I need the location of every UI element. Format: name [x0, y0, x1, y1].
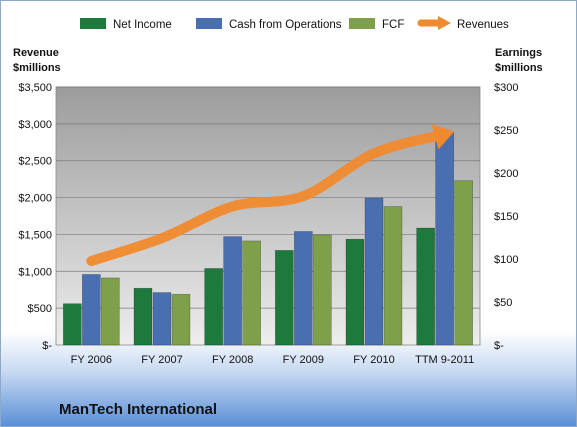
bar-net-income [133, 287, 153, 346]
legend-label-cash-from-operations: Cash from Operations [229, 19, 342, 31]
left-axis-title-line2: $millions [13, 62, 61, 74]
bar-cash-from-operations [82, 274, 101, 346]
bar-fcf [242, 240, 261, 346]
bar-cash-from-operations [294, 231, 313, 346]
legend-label-revenues: Revenues [457, 19, 509, 31]
right-axis-tick-label: $- [494, 340, 504, 352]
left-axis-tick-label: $1,500 [18, 229, 52, 241]
bar-cash-from-operations [152, 292, 172, 346]
chart-title: ManTech International [59, 401, 217, 418]
right-axis-tick-label: $200 [494, 168, 518, 180]
legend-label-net-income: Net Income [113, 19, 172, 31]
x-axis-tick-label: TTM 9-2011 [415, 354, 474, 366]
bar-fcf [171, 293, 191, 346]
bar-net-income [275, 250, 294, 346]
right-axis-title-line2: $millions [495, 62, 543, 74]
bar-fcf [383, 206, 403, 346]
left-axis-tick-label: $2,500 [18, 156, 52, 168]
revenue-arrowhead [431, 124, 455, 150]
x-axis-tick-label: FY 2008 [212, 354, 253, 366]
revenue-line [86, 129, 450, 266]
right-axis-title-line1: Earnings [495, 47, 542, 59]
bar-cash-from-operations [223, 236, 242, 346]
legend-swatch-fcf [349, 18, 375, 29]
left-axis-title-line1: Revenue [13, 47, 59, 59]
legend-swatch-cash-from-operations [196, 18, 222, 29]
x-axis-tick-label: FY 2007 [141, 354, 182, 366]
plot-area [55, 86, 481, 346]
bar-net-income [63, 303, 82, 346]
legend-swatch-net-income [80, 18, 106, 29]
x-axis-tick-label: FY 2009 [283, 354, 324, 366]
legend: Net Income Cash from Operations FCF Reve… [80, 16, 509, 31]
left-axis-tick-label: $500 [28, 303, 52, 315]
left-axis-tick-label: $- [42, 340, 52, 352]
bar-fcf [101, 277, 120, 346]
right-axis-tick-label: $100 [494, 254, 518, 266]
x-axis-tick-label: FY 2006 [71, 354, 112, 366]
legend-label-fcf: FCF [382, 19, 404, 31]
right-axis-tick-label: $300 [494, 82, 518, 94]
left-axis-tick-label: $2,000 [18, 193, 52, 205]
bar-cash-from-operations [364, 197, 384, 346]
right-axis-tick-label: $250 [494, 125, 518, 137]
bar-fcf [454, 180, 473, 346]
bar-fcf [313, 234, 332, 346]
bar-cash-from-operations [435, 131, 454, 346]
bar-net-income [345, 238, 365, 346]
left-axis-tick-label: $3,000 [18, 119, 52, 131]
left-axis-tick-label: $1,000 [18, 266, 52, 278]
right-axis-tick-label: $50 [494, 297, 512, 309]
left-axis-tick-label: $3,500 [18, 82, 52, 94]
x-axis-tick-label: FY 2010 [353, 354, 394, 366]
bar-net-income [416, 227, 435, 346]
legend-swatch-revenues-head [438, 16, 451, 30]
right-axis-tick-label: $150 [494, 211, 518, 223]
bar-net-income [204, 268, 223, 346]
